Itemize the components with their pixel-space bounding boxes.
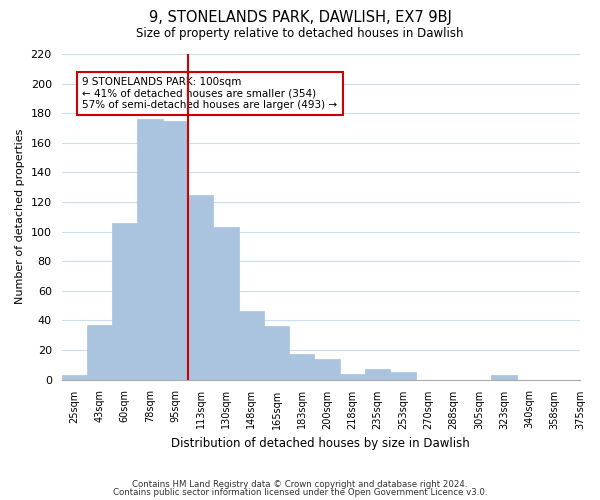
Text: 9 STONELANDS PARK: 100sqm
← 41% of detached houses are smaller (354)
57% of semi: 9 STONELANDS PARK: 100sqm ← 41% of detac…	[82, 77, 337, 110]
Bar	[340, 374, 365, 380]
Bar	[391, 372, 416, 380]
Text: Contains public sector information licensed under the Open Government Licence v3: Contains public sector information licen…	[113, 488, 487, 497]
Bar	[289, 354, 314, 380]
Text: 9, STONELANDS PARK, DAWLISH, EX7 9BJ: 9, STONELANDS PARK, DAWLISH, EX7 9BJ	[149, 10, 451, 25]
Bar	[163, 120, 188, 380]
Bar	[491, 375, 517, 380]
Text: Contains HM Land Registry data © Crown copyright and database right 2024.: Contains HM Land Registry data © Crown c…	[132, 480, 468, 489]
Text: Size of property relative to detached houses in Dawlish: Size of property relative to detached ho…	[136, 28, 464, 40]
Y-axis label: Number of detached properties: Number of detached properties	[15, 129, 25, 304]
Bar	[314, 359, 340, 380]
Bar	[137, 119, 163, 380]
Bar	[188, 194, 213, 380]
Bar	[112, 222, 137, 380]
Bar	[264, 326, 289, 380]
Bar	[87, 325, 112, 380]
Bar	[365, 369, 391, 380]
Bar	[239, 312, 264, 380]
X-axis label: Distribution of detached houses by size in Dawlish: Distribution of detached houses by size …	[172, 437, 470, 450]
Bar	[213, 227, 239, 380]
Bar	[62, 375, 87, 380]
